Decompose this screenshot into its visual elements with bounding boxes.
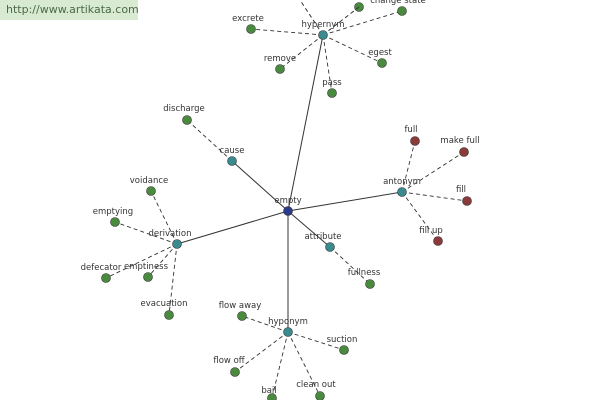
- node: [230, 367, 240, 377]
- watermark: http://www.artikata.com: [0, 0, 139, 20]
- edge: [322, 34, 383, 64]
- node-label: fill: [456, 185, 466, 195]
- node: [397, 6, 407, 16]
- node-label: discharge: [163, 104, 204, 114]
- edge: [147, 243, 178, 278]
- node-label: emptiness: [124, 262, 169, 272]
- node: [164, 310, 174, 320]
- node: [462, 196, 472, 206]
- node: [339, 345, 349, 355]
- edge: [401, 191, 439, 242]
- node: [283, 206, 293, 216]
- edge: [322, 34, 333, 94]
- edge: [150, 190, 178, 245]
- node-label: emptying: [93, 207, 133, 217]
- node-label: full: [404, 125, 417, 135]
- edge: [287, 191, 403, 212]
- node: [365, 279, 375, 289]
- node: [433, 236, 443, 246]
- node-label: clean out: [296, 380, 336, 390]
- edge: [401, 191, 468, 202]
- edge: [241, 315, 289, 333]
- node-label: change state: [370, 0, 426, 6]
- node: [267, 393, 277, 400]
- node: [110, 217, 120, 227]
- node: [237, 311, 247, 321]
- edge: [186, 119, 233, 162]
- node: [146, 186, 156, 196]
- node: [325, 242, 335, 252]
- node: [227, 156, 237, 166]
- node-label: bail: [261, 386, 276, 396]
- node-label: egest: [368, 48, 392, 58]
- edge: [271, 331, 289, 399]
- edges: [105, 10, 468, 399]
- node-label: cause: [220, 146, 245, 156]
- node-label: flow off: [213, 356, 245, 366]
- node-label: excrete: [232, 14, 264, 24]
- node-label: voidance: [130, 176, 169, 186]
- edge: [329, 246, 371, 285]
- node-label: hyponym: [268, 317, 308, 327]
- node-label: derivation: [148, 229, 191, 239]
- edge: [114, 221, 178, 245]
- edge: [176, 210, 289, 245]
- node: [397, 187, 407, 197]
- edge: [279, 34, 324, 70]
- node: [283, 327, 293, 337]
- edge: [250, 28, 324, 36]
- node-label: empty: [274, 196, 301, 206]
- node-label: fill up: [419, 226, 443, 236]
- edge: [234, 331, 289, 373]
- node-label: defecator: [81, 263, 122, 273]
- node-label: make full: [440, 136, 479, 146]
- edge: [401, 151, 465, 193]
- node-label: evacuation: [140, 299, 187, 309]
- node: [101, 273, 111, 283]
- node-label: pass: [322, 78, 342, 88]
- node-label: remove: [264, 54, 296, 64]
- edge: [168, 243, 178, 316]
- node: [246, 24, 256, 34]
- node-label: suction: [327, 335, 358, 345]
- node: [459, 147, 469, 157]
- node: [172, 239, 182, 249]
- node: [318, 30, 328, 40]
- node: [327, 88, 337, 98]
- edge: [231, 160, 289, 212]
- node-label: attribute: [304, 232, 341, 242]
- node-label: flow away: [219, 301, 262, 311]
- node-label: antonym: [383, 177, 421, 187]
- edge: [287, 331, 321, 397]
- edge: [287, 34, 324, 212]
- node: [275, 64, 285, 74]
- edge: [322, 6, 360, 36]
- node-label: fullness: [348, 268, 381, 278]
- node: [182, 115, 192, 125]
- node-label: hypernym: [301, 20, 344, 30]
- edge: [287, 331, 345, 351]
- node: [143, 272, 153, 282]
- node: [377, 58, 387, 68]
- edge: [105, 243, 178, 279]
- edge: [401, 140, 416, 193]
- edge: [287, 210, 331, 248]
- node: [410, 136, 420, 146]
- node: [315, 391, 325, 400]
